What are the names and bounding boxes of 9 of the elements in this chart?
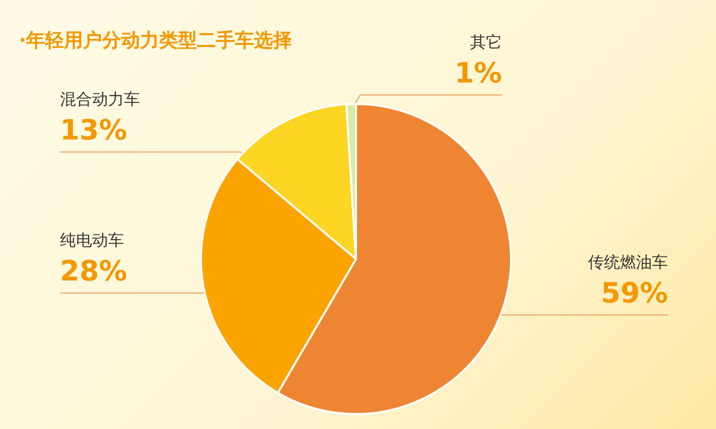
data-label: 13% bbox=[60, 114, 128, 146]
data-label: 28% bbox=[60, 254, 128, 288]
data-label: 59% bbox=[600, 276, 668, 310]
data-label: 1% bbox=[454, 56, 502, 90]
slice-label: 混合动力车 bbox=[60, 90, 140, 108]
slice-label: 纯电动车 bbox=[60, 230, 124, 250]
slice-label: 其它 bbox=[470, 32, 502, 52]
chart-title: ·年轻用户分动力类型二手车选择 bbox=[19, 30, 292, 52]
slice-label: 传统燃油车 bbox=[588, 252, 668, 272]
